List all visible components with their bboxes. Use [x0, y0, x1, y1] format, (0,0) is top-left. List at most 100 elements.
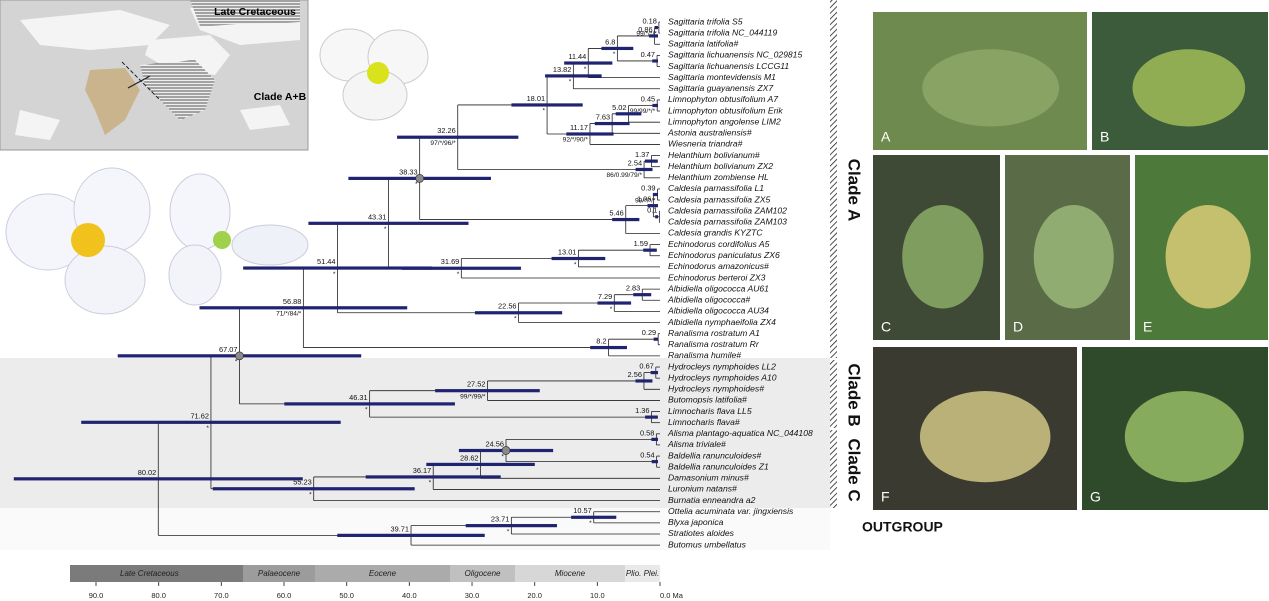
hpd-bar — [435, 389, 540, 393]
hpd-bar — [597, 301, 632, 305]
taxon-label: Baldellia ranunculoides# — [668, 450, 761, 460]
node-age: 1.59 — [634, 239, 648, 248]
taxon-label: Helanthium zombiense HL — [668, 172, 769, 182]
node-age: 0.47 — [641, 50, 655, 59]
node-age: 18.01 — [527, 94, 546, 103]
hpd-bar — [511, 103, 583, 107]
taxon-label: Limnocharis flava LL5 — [668, 406, 752, 416]
clade-c-bar — [830, 430, 837, 508]
epoch-label: Late Cretaceous — [120, 569, 179, 578]
map-south-america — [85, 68, 140, 135]
epoch-label: Eocene — [369, 569, 397, 578]
node-support: * — [569, 79, 572, 86]
node-age: 0.54 — [640, 451, 654, 460]
photo-subject — [1165, 204, 1251, 309]
taxon-label: Albidiella nymphaeifolia ZX4 — [667, 317, 776, 327]
taxon-label: Luronium natans# — [668, 484, 737, 494]
node-age: 36.17 — [413, 466, 432, 475]
hpd-bar — [645, 415, 658, 419]
node-age: 23.71 — [491, 515, 510, 524]
map-label: Clade A+B — [254, 91, 307, 103]
taxon-label: Caldesia parnassifolia L1 — [668, 183, 764, 193]
taxon-label: Wiesneria triandra# — [668, 139, 743, 149]
node-age: 56.88 — [283, 297, 302, 306]
epoch-box — [450, 565, 515, 582]
node-age: 1.06 — [637, 195, 651, 204]
clade-bc-band — [0, 358, 830, 508]
hpd-bar — [653, 337, 658, 341]
node-age: 0.18 — [642, 17, 656, 26]
taxon-label: Baldellia ranunculoides Z1 — [668, 461, 769, 471]
hpd-bar — [81, 420, 341, 424]
node-support: * — [613, 51, 616, 58]
taxon-label: Limnocharis flava# — [668, 417, 740, 427]
hpd-bar — [243, 266, 432, 270]
photo-label: B — [1100, 129, 1109, 145]
photo-subject — [1033, 204, 1114, 309]
taxon-label: Echinodorus berteroi ZX3 — [668, 272, 766, 282]
node-age: 0.86 — [638, 25, 652, 34]
taxon-label: Blyxa japonica — [668, 517, 724, 527]
node-age: 39.71 — [391, 524, 410, 533]
hpd-bar — [199, 306, 408, 310]
calibration-point — [235, 351, 244, 361]
map-africa — [140, 60, 215, 120]
node-support: * — [514, 316, 517, 323]
taxon-label: Sagittaria lichuanensis NC_029815 — [668, 50, 802, 60]
taxon-label: Ottelia acuminata var. jingxiensis — [668, 506, 794, 516]
node-support: * — [384, 226, 387, 233]
node-age: 43.31 — [368, 212, 387, 221]
hpd-bar — [652, 192, 658, 197]
taxon-label: Echinodorus cordifolius A5 — [668, 239, 770, 249]
map: Late Cretaceous Clade A+B — [0, 0, 309, 151]
photo-subject — [902, 204, 984, 309]
taxon-label: Ranalisma rostratum Rr — [668, 339, 760, 349]
node-support: * — [333, 271, 336, 278]
taxon-label: Ranalisma rostratum A1 — [668, 328, 760, 338]
photo-label: G — [1090, 489, 1101, 505]
tick-label: 10.0 — [590, 591, 605, 600]
clade-a-bar — [830, 0, 837, 358]
node-support: * — [365, 407, 368, 414]
taxon-label: Albidiella oligococca AU34 — [667, 306, 769, 316]
outgroup-band — [0, 508, 830, 550]
taxon-label: Sagittaria lichuanensis LCCG11 — [668, 61, 789, 71]
node-support: 99/*/*/* — [636, 30, 657, 37]
node-support: * — [589, 520, 592, 527]
hpd-bar — [13, 477, 303, 481]
taxon-label: Stratiotes aloides — [668, 528, 735, 538]
node-age: 7.63 — [596, 113, 610, 122]
tick-label: 50.0 — [339, 591, 354, 600]
node-age: 5.02 — [612, 103, 626, 112]
tick-label: 30.0 — [465, 591, 480, 600]
tick-label: 0.0 Ma — [660, 591, 684, 600]
taxon-label: Caldesia parnassifolia ZAM102 — [668, 205, 787, 215]
node-age: 6.8 — [605, 37, 615, 46]
node-support: 86/0.99/79/* — [606, 172, 642, 179]
node-age: 10.57 — [573, 506, 592, 515]
taxon-label: Caldesia parnassifolia ZX5 — [668, 194, 770, 204]
taxon-label: Limnophyton obtusifolium A7 — [668, 94, 779, 104]
taxon-label: Hydrocleys nymphoides# — [668, 384, 764, 394]
hpd-bar — [635, 167, 653, 172]
epoch-box — [70, 565, 243, 582]
taxon-label: Echinodorus paniculatus ZX6 — [668, 250, 780, 260]
node-age: 38.33 — [399, 167, 418, 176]
node-age: 0.29 — [642, 328, 656, 337]
photo-label: C — [881, 319, 891, 335]
taxon-label: Limnophyton angolense LIM2 — [668, 116, 781, 126]
node-support: * — [415, 181, 418, 188]
photo-label: D — [1013, 319, 1023, 335]
node-support: 71/*/84/* — [276, 311, 302, 318]
hpd-bar — [654, 25, 658, 30]
hpd-bar — [649, 34, 658, 38]
hpd-bar — [652, 103, 658, 108]
clade-label: Clade A — [845, 159, 864, 222]
taxon-label: Albidiella oligococca AU61 — [667, 283, 769, 293]
taxon-label: Helanthium bolivianum ZX2 — [668, 161, 773, 171]
tick-label: 60.0 — [277, 591, 292, 600]
hpd-bar — [397, 135, 519, 139]
hpd-bar — [643, 248, 657, 252]
